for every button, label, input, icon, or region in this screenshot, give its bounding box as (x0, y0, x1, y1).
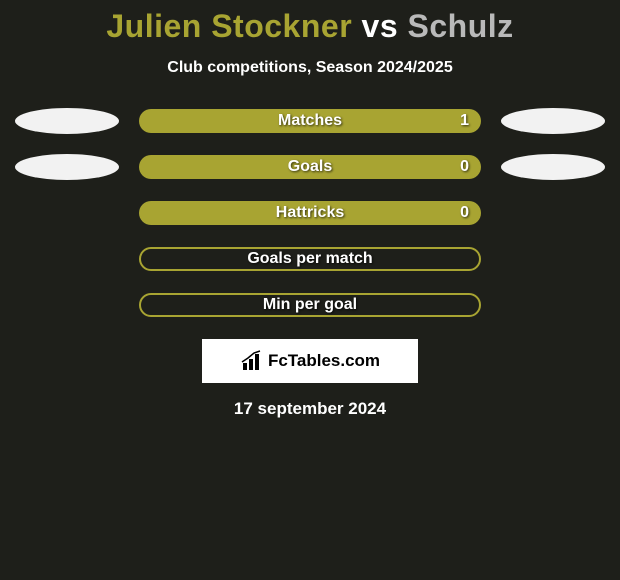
stat-bar: Hattricks 0 (139, 201, 481, 225)
stat-label: Matches (278, 112, 342, 130)
title-player-1: Julien Stockner (106, 8, 352, 44)
bar-chart-icon (240, 349, 264, 373)
brand-box[interactable]: FcTables.com (202, 339, 418, 383)
stat-value: 0 (460, 204, 469, 222)
stat-row: Matches 1 (0, 109, 620, 133)
date: 17 september 2024 (0, 399, 620, 419)
brand-text: FcTables.com (268, 351, 380, 371)
stat-row: Goals per match (0, 247, 620, 271)
left-ellipse (15, 154, 119, 180)
right-ellipse (501, 108, 605, 134)
stat-bar: Goals per match (139, 247, 481, 271)
stat-value: 1 (460, 112, 469, 130)
stat-label: Goals (288, 158, 332, 176)
comparison-widget: Julien Stockner vs Schulz Club competiti… (0, 0, 620, 419)
stat-value: 0 (460, 158, 469, 176)
page-title: Julien Stockner vs Schulz (0, 8, 620, 45)
stat-rows: Matches 1 Goals 0 Hattricks 0 Goals per match M… (0, 109, 620, 317)
right-ellipse (501, 154, 605, 180)
left-ellipse (15, 108, 119, 134)
stat-row: Goals 0 (0, 155, 620, 179)
stat-bar: Matches 1 (139, 109, 481, 133)
stat-bar: Min per goal (139, 293, 481, 317)
stat-row: Min per goal (0, 293, 620, 317)
title-player-2: Schulz (408, 8, 514, 44)
stat-label: Min per goal (263, 296, 357, 314)
stat-label: Hattricks (276, 204, 344, 222)
stat-bar: Goals 0 (139, 155, 481, 179)
title-vs: vs (352, 8, 407, 44)
stat-label: Goals per match (247, 250, 372, 268)
subtitle: Club competitions, Season 2024/2025 (0, 59, 620, 77)
stat-row: Hattricks 0 (0, 201, 620, 225)
